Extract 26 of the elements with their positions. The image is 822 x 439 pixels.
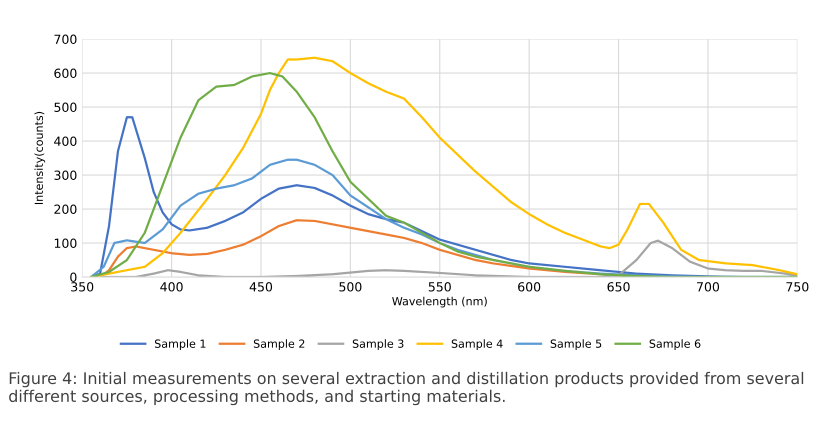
x-tick-label: 650 [608,282,630,292]
x-tick-label: 450 [250,282,272,292]
x-tick-label: 700 [697,282,720,292]
y-tick-label: 200 [54,204,77,214]
caption: Figure 4: Initial measurements on several extraction and distillation products provided from several different sources, processing methods, and starting materials. [9,372,804,406]
y-tick-label: 100 [54,238,77,248]
x-tick-label: 350 [71,282,94,292]
y-tick-label: 700 [54,34,77,44]
legend-label: Sample 4 [452,339,503,350]
legend-label: Sample 2 [254,339,304,350]
y-tick-label: 400 [54,136,77,146]
x-tick-label: 750 [786,282,808,292]
x-tick-label: 550 [428,282,451,292]
x-tick-label: 600 [518,282,540,292]
x-axis-title: Wavelength (nm) [392,296,487,308]
x-tick-label: 400 [160,282,183,292]
x-tick-label: 500 [339,282,362,292]
y-tick-label: 300 [54,170,77,180]
y-tick-label: 500 [54,102,77,112]
legend-label: Sample 6 [650,339,700,350]
legend-label: Sample 5 [550,339,602,350]
legend-label: Sample 1 [154,339,206,350]
y-tick-label: 0 [70,272,77,282]
y-tick-label: 600 [54,68,77,78]
y-axis-title: Intensity(counts) [34,112,46,204]
legend-label: Sample 3 [352,339,404,350]
